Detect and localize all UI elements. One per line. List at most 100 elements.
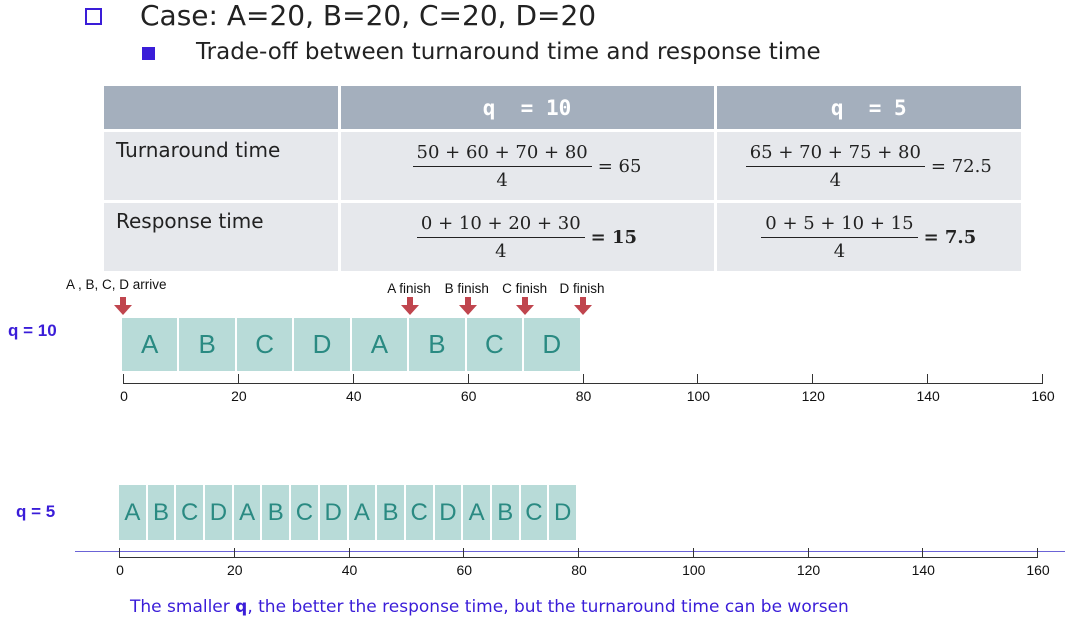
formula-result: = 65 — [597, 155, 642, 177]
formula-numerator: 0 + 5 + 10 + 15 — [761, 213, 918, 238]
process-block: D — [549, 485, 578, 540]
table-row: Response time 0 + 10 + 20 + 30 4 = 15 0 +… — [104, 200, 1021, 271]
process-block: A — [122, 318, 180, 371]
tick-label: 140 — [911, 562, 935, 578]
event-label: B finish — [444, 281, 489, 296]
down-arrow-stem-icon — [464, 297, 471, 305]
formula-numerator: 50 + 60 + 70 + 80 — [412, 142, 592, 167]
process-block: A — [119, 485, 148, 540]
tick-label: 80 — [575, 388, 592, 404]
tick-label: 100 — [686, 388, 711, 404]
table-header-empty — [104, 86, 341, 131]
footer-text-pre: The smaller — [130, 597, 236, 617]
axis-tick — [927, 374, 929, 384]
tick-label: 0 — [120, 388, 128, 404]
axis-tick — [237, 374, 239, 384]
response-q5-cell: 0 + 5 + 10 + 15 4 = 7.5 — [715, 200, 1021, 271]
process-block: B — [491, 485, 521, 540]
axis-tick — [463, 548, 465, 558]
process-block: C — [520, 485, 550, 540]
axis-tick — [352, 374, 354, 384]
formula-result: = 7.5 — [923, 226, 977, 248]
q5-label: q = 5 — [16, 502, 56, 521]
row-label-turnaround: Turnaround time — [104, 129, 341, 202]
process-block: D — [434, 485, 464, 540]
footer-note: The smaller q, the better the response t… — [130, 597, 849, 617]
turnaround-q10-cell: 50 + 60 + 70 + 80 4 = 65 — [339, 129, 717, 202]
turnaround-q5-cell: 65 + 70 + 75 + 80 4 = 72.5 — [715, 129, 1021, 202]
axis-tick — [697, 374, 699, 384]
table-row: Turnaround time 50 + 60 + 70 + 80 4 = 65 … — [104, 129, 1021, 202]
process-block: D — [205, 485, 234, 540]
tick-label: 60 — [456, 562, 473, 578]
down-arrow-stem-icon — [120, 297, 126, 305]
formula-result: = 15 — [590, 226, 638, 248]
filled-square-bullet-icon — [142, 47, 155, 60]
axis-tick — [1042, 374, 1043, 384]
tick-label: 20 — [226, 562, 243, 578]
down-arrow-icon — [516, 305, 535, 315]
process-block: D — [319, 485, 349, 540]
down-arrow-icon — [573, 305, 592, 315]
process-block: B — [409, 318, 467, 371]
process-block: D — [294, 318, 352, 371]
footer-text-bold: q — [235, 597, 248, 617]
axis-tick — [578, 548, 579, 558]
axis-tick — [348, 548, 350, 558]
comparison-table: q = 10 q = 5 Turnaround time 50 + 60 + 7… — [104, 86, 1021, 271]
axis-tick — [922, 548, 924, 558]
formula-denominator: 4 — [829, 169, 842, 191]
q10-label: q = 10 — [8, 321, 57, 340]
process-block: B — [377, 485, 406, 540]
table-header-q5: q = 5 — [715, 86, 1021, 131]
tick-label: 40 — [345, 388, 362, 404]
process-block: B — [262, 485, 292, 540]
slide-subheading: Trade-off between turnaround time and re… — [196, 39, 821, 65]
process-block: C — [466, 318, 525, 371]
process-block: C — [176, 485, 206, 540]
process-block: C — [405, 485, 435, 540]
slide-heading: Case: A=20, B=20, C=20, D=20 — [140, 0, 597, 32]
formula-denominator: 4 — [833, 240, 846, 262]
tick-label: 160 — [1026, 562, 1050, 578]
down-arrow-icon — [401, 305, 420, 315]
event-label: A finish — [387, 281, 431, 296]
tick-label: 140 — [916, 388, 940, 404]
process-block: D — [524, 318, 582, 371]
hollow-square-bullet-icon — [85, 8, 102, 25]
formula-result: = 72.5 — [930, 155, 992, 177]
axis-tick — [233, 548, 235, 558]
formula-numerator: 65 + 70 + 75 + 80 — [745, 142, 925, 167]
table-header-row: q = 10 q = 5 — [104, 86, 1021, 131]
axis-tick — [812, 374, 814, 384]
down-arrow-stem-icon — [407, 297, 414, 305]
tick-label: 20 — [231, 388, 247, 404]
formula-numerator: 0 + 10 + 20 + 30 — [416, 213, 585, 238]
divider-line — [75, 551, 1065, 552]
process-block: B — [147, 485, 177, 540]
row-label-response: Response time — [104, 200, 341, 271]
process-block: B — [179, 318, 237, 371]
tick-label: 40 — [341, 562, 358, 578]
formula-denominator: 4 — [495, 240, 507, 262]
tick-label: 160 — [1031, 388, 1055, 404]
process-block: C — [236, 318, 295, 371]
axis-tick — [123, 374, 124, 384]
axis-tick — [467, 374, 469, 384]
formula-denominator: 4 — [496, 169, 508, 191]
axis-tick — [1037, 548, 1038, 558]
down-arrow-icon — [458, 305, 477, 315]
footer-text-post: , the better the response time, but the … — [247, 597, 849, 617]
process-block: C — [291, 485, 320, 540]
process-block: A — [351, 318, 410, 371]
axis-tick — [119, 548, 120, 558]
down-arrow-icon — [114, 305, 132, 315]
event-label: D finish — [559, 281, 605, 296]
tick-label: 60 — [460, 388, 477, 404]
axis-tick — [582, 374, 584, 384]
process-block: A — [348, 485, 378, 540]
process-block: A — [463, 485, 492, 540]
event-label: A , B, C, D arrive — [66, 277, 167, 292]
tick-label: 0 — [116, 562, 124, 578]
tick-label: 120 — [796, 562, 821, 578]
